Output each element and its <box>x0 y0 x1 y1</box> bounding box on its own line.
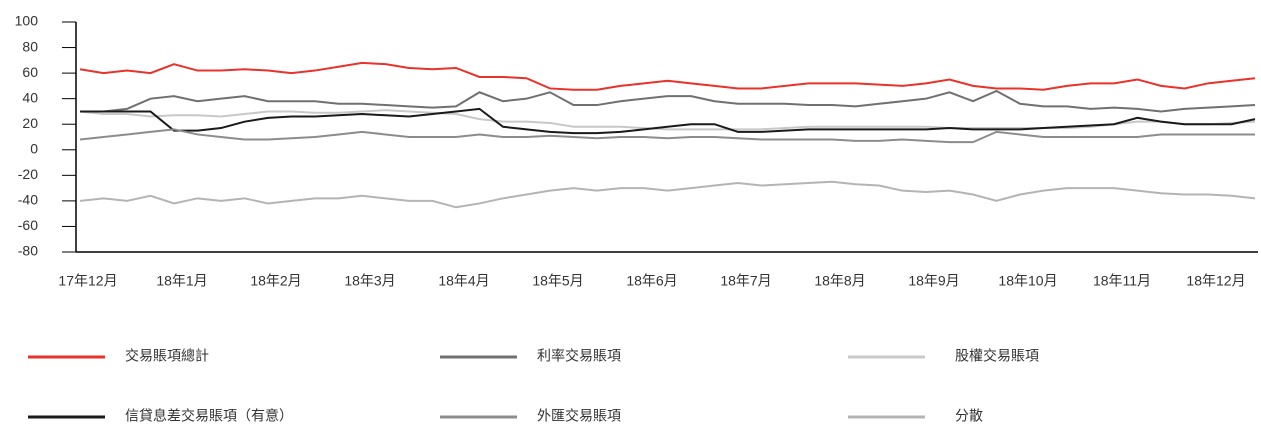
x-tick-label: 18年12月 <box>1186 273 1245 289</box>
y-tick-label: -40 <box>18 192 38 208</box>
y-tick-label: -20 <box>18 166 38 182</box>
x-tick-label: 18年1月 <box>156 273 207 289</box>
y-tick-label: 100 <box>15 13 39 29</box>
x-tick-label: 18年7月 <box>720 273 771 289</box>
y-tick-label: 20 <box>22 115 38 131</box>
x-tick-label: 18年11月 <box>1093 273 1151 289</box>
series-line <box>80 107 1256 135</box>
y-tick-label: 60 <box>22 64 38 80</box>
y-tick-label: 40 <box>22 89 38 105</box>
series-line <box>79 61 1256 91</box>
legend-label: 利率交易賬項 <box>537 348 621 364</box>
legend-label: 股權交易賬項 <box>955 348 1039 364</box>
legend-label: 交易賬項總計 <box>125 348 209 364</box>
x-tick-label: 18年10月 <box>998 273 1057 289</box>
x-tick-label: 18年4月 <box>438 273 489 289</box>
x-tick-label: 18年9月 <box>908 273 959 289</box>
x-tick-label: 18年5月 <box>532 273 583 289</box>
legend-label: 信貸息差交易賬項（有意） <box>125 408 293 424</box>
y-tick-label: -80 <box>18 243 38 259</box>
series-line <box>79 180 1256 209</box>
x-tick-label: 17年12月 <box>58 273 117 289</box>
x-tick-label: 18年8月 <box>814 273 865 289</box>
y-tick-label: -60 <box>18 217 38 233</box>
legend-label: 外匯交易賬項 <box>537 408 621 424</box>
x-tick-label: 18年3月 <box>344 273 395 289</box>
series-line <box>79 128 1255 144</box>
x-tick-label: 18年2月 <box>250 273 301 289</box>
series-line <box>80 89 1256 113</box>
x-tick-label: 18年6月 <box>626 273 677 289</box>
legend-label: 分散 <box>955 408 983 424</box>
y-tick-label: 80 <box>22 38 38 54</box>
y-tick-label: 0 <box>30 140 38 156</box>
